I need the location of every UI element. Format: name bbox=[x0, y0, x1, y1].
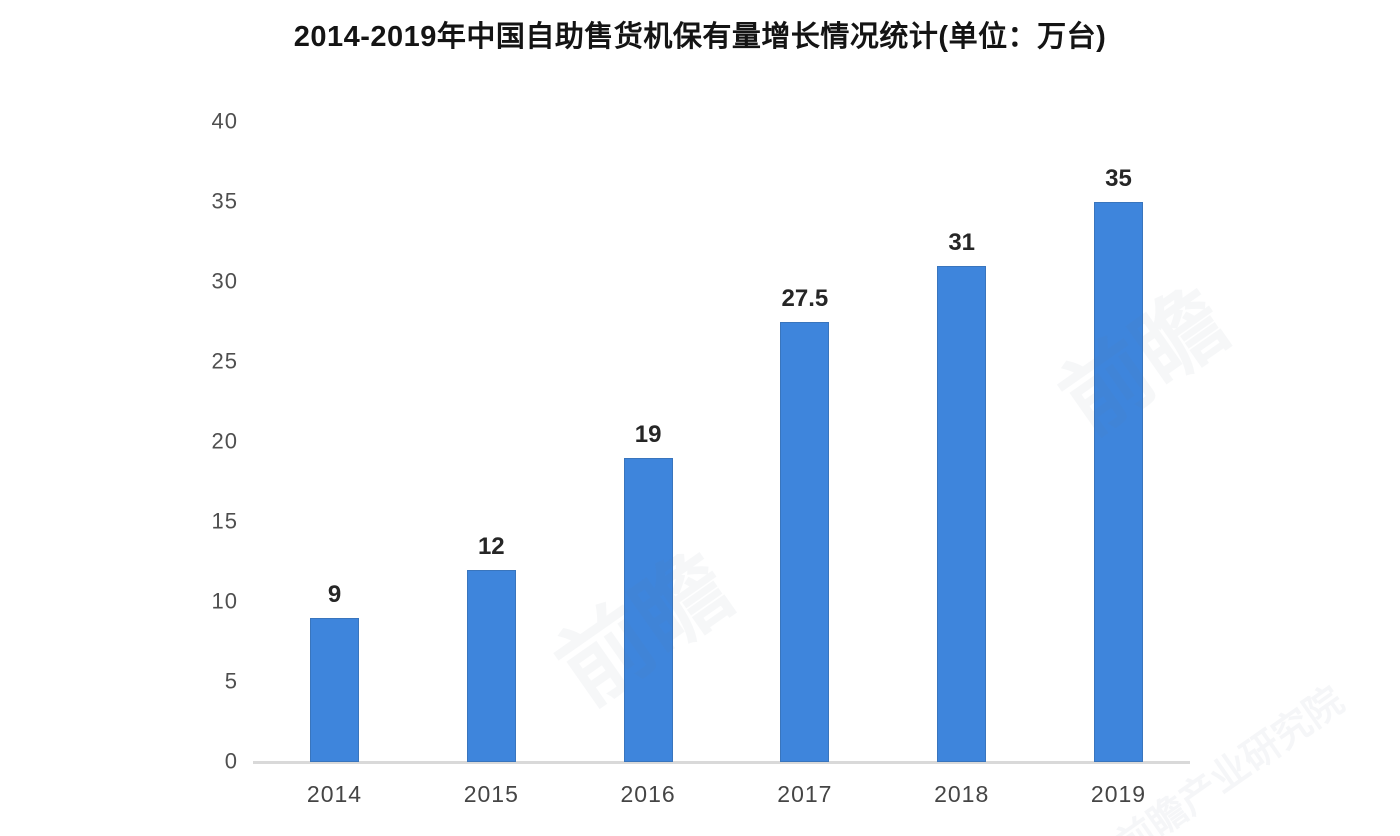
y-axis-tick-label: 0 bbox=[224, 748, 238, 774]
x-axis-category-label: 2014 bbox=[306, 781, 363, 807]
chart-title: 2014-2019年中国自助售货机保有量增长情况统计(单位：万台) bbox=[293, 21, 1107, 53]
bar-value-label: 35 bbox=[1105, 165, 1132, 192]
bar-2016 bbox=[623, 458, 673, 762]
y-axis-tick-label: 40 bbox=[211, 108, 238, 134]
x-axis-line bbox=[253, 761, 1190, 764]
y-axis-tick-label: 15 bbox=[211, 508, 238, 534]
x-axis-category-label: 2017 bbox=[777, 781, 833, 807]
y-axis-tick-label: 25 bbox=[211, 348, 238, 374]
bar-2017 bbox=[780, 322, 830, 762]
bar-value-label: 27.5 bbox=[781, 285, 829, 312]
y-axis-tick-label: 10 bbox=[211, 588, 238, 614]
y-axis-tick-label: 35 bbox=[211, 188, 238, 214]
bar-value-label: 19 bbox=[634, 421, 662, 448]
bar-2019 bbox=[1094, 202, 1143, 762]
bar-2014 bbox=[310, 618, 359, 762]
y-axis-tick-label: 20 bbox=[211, 428, 238, 454]
bar-2018 bbox=[937, 266, 987, 762]
y-axis-tick-label: 30 bbox=[211, 268, 238, 294]
y-axis-tick-label: 5 bbox=[224, 668, 238, 694]
bar-value-label: 31 bbox=[948, 229, 976, 256]
x-axis-category-label: 2015 bbox=[463, 781, 519, 807]
x-axis-category-label: 2016 bbox=[620, 781, 676, 807]
bar-2015 bbox=[466, 570, 516, 762]
x-axis-category-label: 2019 bbox=[1090, 781, 1147, 807]
x-axis-category-label: 2018 bbox=[934, 781, 990, 807]
bar-value-label: 9 bbox=[327, 581, 342, 608]
bar-value-label: 12 bbox=[477, 533, 505, 560]
